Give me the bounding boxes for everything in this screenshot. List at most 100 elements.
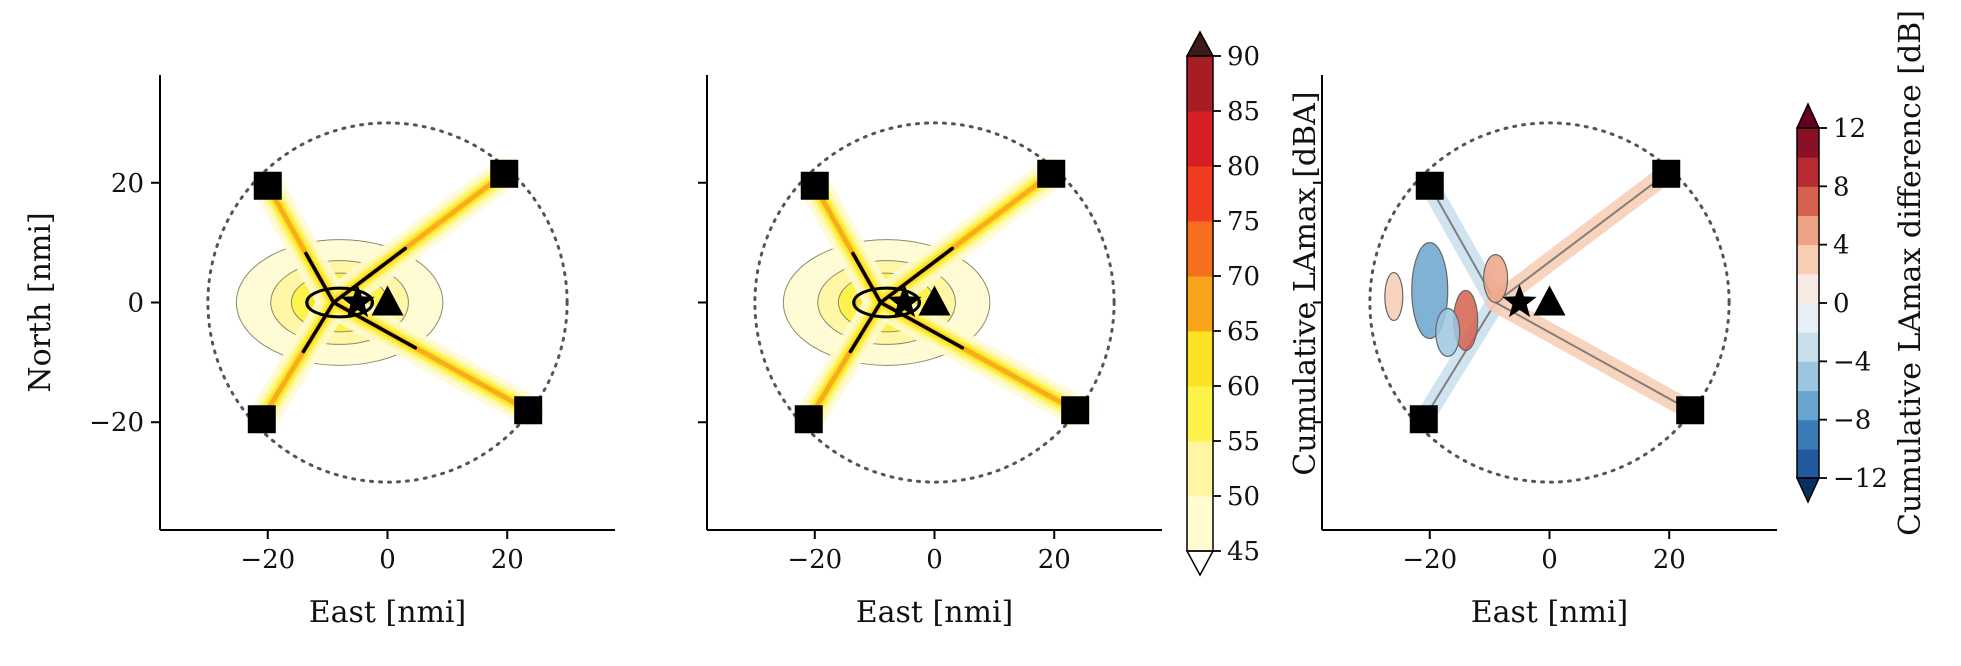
colorbar-bin bbox=[1797, 215, 1819, 246]
star-marker bbox=[1502, 284, 1537, 318]
colorbar-label: Cumulative LAmax [dBA] bbox=[1288, 91, 1323, 475]
y-tick-label: 20 bbox=[111, 169, 144, 199]
hub-outline-contour bbox=[305, 286, 375, 319]
colorbar-tick-label: 75 bbox=[1227, 207, 1260, 237]
colorbar-bin bbox=[1187, 166, 1213, 222]
colorbar-bin bbox=[1797, 157, 1819, 187]
colorbar-tick-label: 0 bbox=[1833, 289, 1850, 319]
outline-contour-2 bbox=[301, 300, 336, 354]
outline-contour-3 bbox=[331, 300, 418, 350]
x-tick-label: −20 bbox=[1402, 545, 1457, 575]
diff-blob-3 bbox=[1384, 271, 1404, 322]
diff-contour-2 bbox=[1422, 301, 1497, 420]
colorbar-tick-label: 65 bbox=[1227, 317, 1260, 347]
colorbar-bin bbox=[1187, 111, 1213, 167]
x-tick-label: −20 bbox=[240, 545, 295, 575]
boundary-ring bbox=[753, 121, 1116, 484]
colorbar-bin bbox=[1797, 361, 1819, 391]
colorbar-bin bbox=[1797, 244, 1819, 275]
y-axis-label: North [nmi] bbox=[23, 212, 58, 392]
diff-contour-3 bbox=[1495, 301, 1691, 412]
square-marker bbox=[253, 171, 282, 200]
square-marker bbox=[514, 396, 543, 425]
colorbar-bin bbox=[1797, 448, 1819, 479]
colorbar-bin bbox=[1187, 331, 1213, 387]
star-marker bbox=[340, 284, 375, 318]
diff-blob-2 bbox=[1483, 254, 1509, 304]
square-marker bbox=[1652, 159, 1681, 188]
x-tick-label: 20 bbox=[1653, 545, 1686, 575]
triangle-marker bbox=[1533, 285, 1566, 316]
triangle-marker bbox=[918, 285, 951, 316]
colorbar-frame bbox=[1186, 55, 1214, 552]
panel-right: −20 0 20 East [nmi] bbox=[1313, 75, 1777, 630]
colorbar-tick-label: 55 bbox=[1227, 427, 1260, 457]
x-tick-label: 20 bbox=[491, 545, 524, 575]
square-marker bbox=[490, 159, 519, 188]
outline-contour-2 bbox=[848, 300, 883, 354]
x-axis-label: East [nmi] bbox=[309, 595, 467, 630]
colorbar-bin bbox=[1187, 276, 1213, 332]
colorbar-label: Cumulative LAmax difference [dB] bbox=[1893, 10, 1928, 536]
colorbar-extend-min bbox=[1185, 550, 1215, 577]
square-marker bbox=[1409, 405, 1438, 434]
y-tick-label: −20 bbox=[89, 408, 144, 438]
outline-contour-3 bbox=[878, 300, 965, 350]
colorbar-tick-label: 4 bbox=[1833, 231, 1850, 261]
boundary-ring bbox=[1368, 121, 1731, 484]
x-tick-label: 20 bbox=[1038, 545, 1071, 575]
y-tick-label: 0 bbox=[127, 289, 144, 319]
triangle-marker bbox=[371, 285, 404, 316]
colorbar-bin bbox=[1797, 128, 1819, 158]
colorbar-bin bbox=[1797, 273, 1819, 304]
diff-blob-4 bbox=[1435, 307, 1461, 357]
square-marker bbox=[800, 171, 829, 200]
plot-area bbox=[206, 121, 569, 484]
colorbar-extend-max bbox=[1795, 102, 1821, 129]
colorbar-difference: −12 −8 −4 0 4 8 12 Cumulative LAmax difference … bbox=[1795, 10, 1928, 536]
plot-area bbox=[753, 121, 1116, 484]
boundary-ring bbox=[206, 121, 569, 484]
square-marker bbox=[794, 405, 823, 434]
colorbar-bin bbox=[1797, 390, 1819, 421]
x-axis-label: East [nmi] bbox=[1471, 595, 1629, 630]
colorbar-tick-label: 80 bbox=[1227, 152, 1260, 182]
square-marker bbox=[1061, 396, 1090, 425]
colorbar-tick-label: 90 bbox=[1227, 42, 1260, 72]
x-tick-label: 0 bbox=[379, 545, 396, 575]
colorbar-bin bbox=[1797, 303, 1819, 333]
colorbar-tick-label: 85 bbox=[1227, 97, 1260, 127]
square-marker bbox=[1676, 396, 1705, 425]
outline-contour-0 bbox=[851, 251, 883, 305]
panel-middle: −20 0 20 East [nmi] bbox=[698, 75, 1162, 630]
colorbar-bin bbox=[1187, 56, 1213, 112]
colorbar-bin bbox=[1187, 386, 1213, 442]
colorbar-tick-label: −8 bbox=[1833, 406, 1871, 436]
square-marker bbox=[1037, 159, 1066, 188]
diff-blob-0 bbox=[1411, 242, 1449, 340]
colorbar-tick-label: −4 bbox=[1833, 347, 1871, 377]
colorbar-bin bbox=[1187, 221, 1213, 277]
colorbar-bin bbox=[1187, 496, 1213, 552]
colorbar-extend-max bbox=[1185, 30, 1215, 57]
outline-contour-1 bbox=[331, 246, 408, 305]
colorbar-tick-label: 12 bbox=[1833, 114, 1866, 144]
x-tick-label: 0 bbox=[926, 545, 943, 575]
square-marker bbox=[247, 405, 276, 434]
outline-contour-0 bbox=[304, 251, 336, 305]
colorbar-bin bbox=[1187, 441, 1213, 497]
colorbar-bin bbox=[1797, 332, 1819, 362]
colorbar-tick-label: 45 bbox=[1227, 537, 1260, 567]
plot-area bbox=[1368, 121, 1731, 484]
colorbar-tick-label: 60 bbox=[1227, 372, 1260, 402]
colorbar-lamax: 45 50 55 60 65 70 75 80 85 90 Cumulative LAmax [dB… bbox=[1185, 30, 1323, 577]
diff-contour-1 bbox=[1495, 172, 1667, 304]
x-tick-label: 0 bbox=[1541, 545, 1558, 575]
colorbar-bin bbox=[1797, 419, 1819, 450]
star-marker bbox=[887, 284, 922, 318]
square-marker bbox=[1415, 171, 1444, 200]
x-tick-label: −20 bbox=[787, 545, 842, 575]
colorbar-extend-min bbox=[1795, 477, 1821, 504]
colorbar-bin bbox=[1797, 186, 1819, 216]
